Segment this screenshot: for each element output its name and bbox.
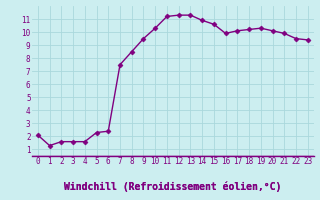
Text: Windchill (Refroidissement éolien,°C): Windchill (Refroidissement éolien,°C) — [64, 182, 282, 192]
Text: Windchill (Refroidissement éolien,°C): Windchill (Refroidissement éolien,°C) — [64, 182, 282, 192]
